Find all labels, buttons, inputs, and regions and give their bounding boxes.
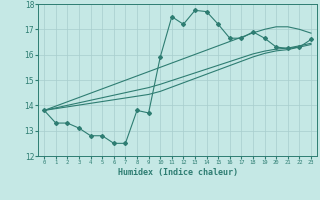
- X-axis label: Humidex (Indice chaleur): Humidex (Indice chaleur): [118, 168, 238, 177]
